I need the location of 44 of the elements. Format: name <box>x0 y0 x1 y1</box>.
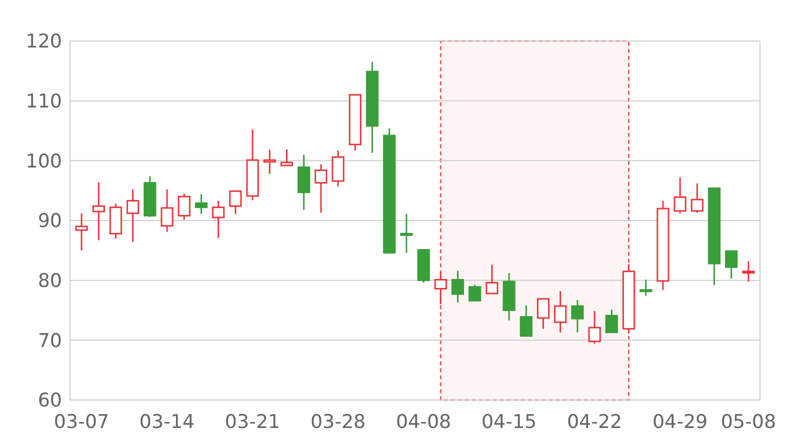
y-tick-label: 80 <box>38 270 62 292</box>
candlestick <box>554 290 567 334</box>
x-tick-label: 03-07 <box>54 411 110 433</box>
candlestick <box>486 264 498 294</box>
candlestick <box>126 188 140 243</box>
x-tick-label: 03-21 <box>224 411 280 433</box>
candlestick <box>280 148 294 167</box>
y-tick-label: 110 <box>26 90 62 112</box>
candlestick <box>468 284 482 302</box>
candlestick <box>75 212 88 252</box>
candlestick <box>400 213 413 254</box>
candlestick <box>332 150 344 188</box>
x-tick-label: 05-08 <box>720 411 776 433</box>
candlestick <box>571 299 584 334</box>
candlestick <box>742 260 755 282</box>
y-tick-label: 70 <box>38 330 62 352</box>
candlestick <box>690 182 704 214</box>
candlestick <box>314 164 328 214</box>
candlestick <box>229 190 242 215</box>
candlestick <box>605 308 618 334</box>
candlestick <box>588 310 601 345</box>
candlestick <box>263 149 276 175</box>
candlestick <box>725 250 738 280</box>
candlestick <box>536 298 550 330</box>
x-tick-label: 04-08 <box>396 411 452 433</box>
candlestick <box>194 193 208 215</box>
candlestick <box>640 278 652 297</box>
candlestick <box>160 188 174 233</box>
x-tick-label: 03-14 <box>139 411 195 433</box>
candlestick <box>212 200 225 239</box>
candlestick <box>451 270 464 304</box>
candlestick <box>520 304 532 338</box>
x-tick-label: 04-22 <box>566 411 622 433</box>
x-tick-label: 03-28 <box>310 411 366 433</box>
candlestick <box>178 192 190 221</box>
x-tick-label: 04-15 <box>481 411 537 433</box>
y-tick-label: 60 <box>38 390 62 412</box>
x-tick-label: 04-29 <box>652 411 708 433</box>
candlestick <box>434 271 447 306</box>
y-tick-label: 90 <box>38 210 62 232</box>
y-tick-label: 120 <box>26 30 62 53</box>
candlestick <box>674 176 686 214</box>
candlestick <box>92 181 105 241</box>
y-tick-label: 100 <box>26 150 62 172</box>
